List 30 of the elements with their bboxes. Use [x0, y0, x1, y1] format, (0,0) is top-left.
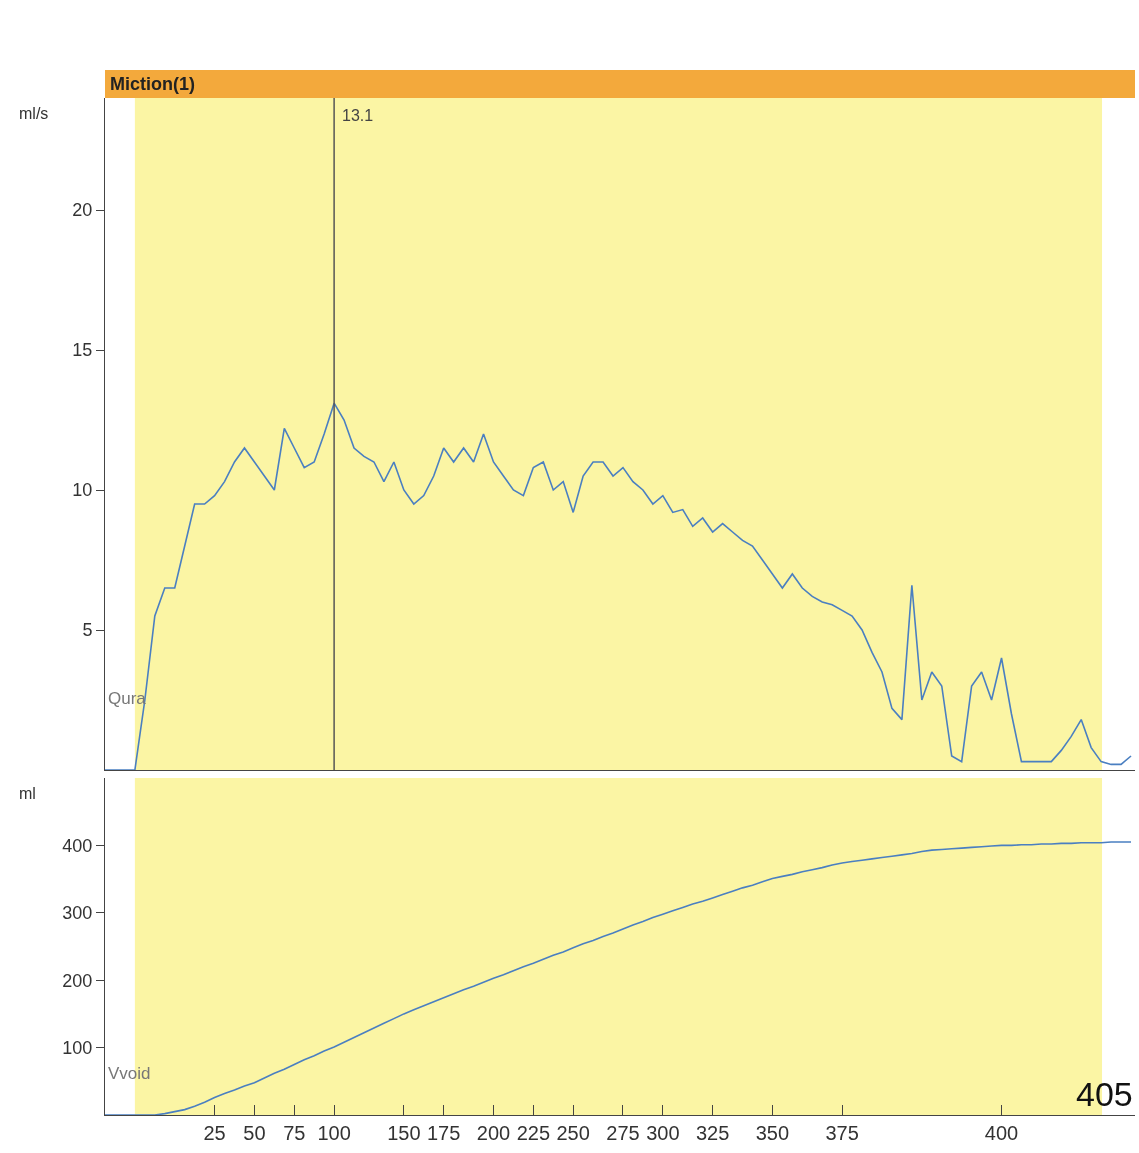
line-series [105, 402, 1132, 770]
x-tick-label: 100 [317, 1122, 351, 1144]
annotation: 405 [1076, 1075, 1133, 1113]
y-tick-label: 10 [72, 480, 93, 501]
x-tick-label: 250 [556, 1122, 590, 1144]
y-tick-label: 5 [82, 620, 93, 641]
x-tick-label: 175 [426, 1122, 461, 1144]
x-tick-label: 25 [203, 1122, 226, 1144]
y-tick-label: 20 [72, 200, 93, 221]
x-tick-label: 375 [825, 1122, 859, 1144]
x-tick-label: 275 [606, 1122, 640, 1144]
line-series [105, 841, 1132, 1115]
x-tick-label: 300 [646, 1122, 680, 1144]
y-tick-label: 400 [62, 835, 93, 856]
x-tick-label: 200 [476, 1122, 511, 1144]
x-tick-label: 325 [695, 1122, 730, 1144]
x-tick-label: 225 [516, 1122, 551, 1144]
y-tick-label: 15 [72, 340, 93, 361]
x-tick-label: 50 [243, 1122, 266, 1144]
x-tick-label: 75 [283, 1122, 306, 1144]
y-axis-title: ml/s [19, 105, 49, 122]
x-tick-label: 400 [984, 1122, 1019, 1144]
chart-title: Miction(1) [110, 74, 195, 94]
y-tick-label: 200 [62, 970, 93, 991]
x-tick-label: 150 [387, 1122, 421, 1144]
y-tick-label: 100 [62, 1037, 93, 1058]
x-tick-label: 350 [755, 1122, 790, 1144]
y-axis-title: ml [19, 785, 36, 802]
y-tick-label: 300 [62, 903, 93, 924]
annotation: 13.1 [342, 107, 374, 124]
